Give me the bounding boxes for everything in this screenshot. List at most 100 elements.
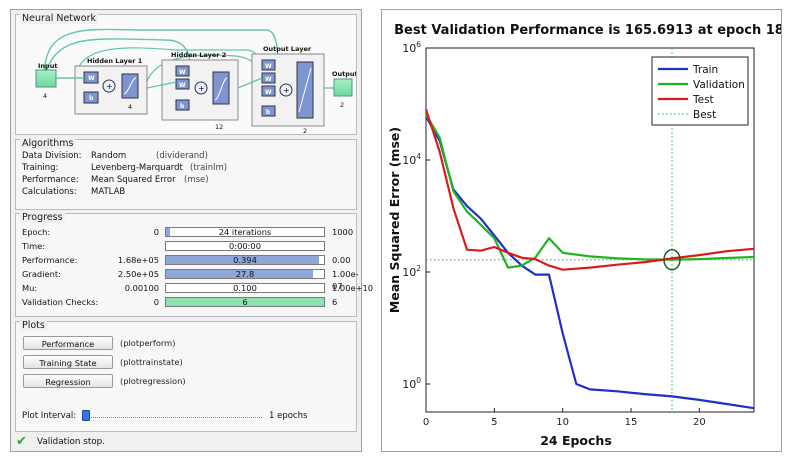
- input-node: [35, 69, 57, 88]
- activation-curve: [214, 77, 228, 101]
- progress-label: Mu:: [22, 283, 38, 293]
- skip-connection-2: [43, 38, 191, 79]
- progress-min: 0: [153, 227, 159, 237]
- sum-node: [279, 83, 293, 97]
- progress-bar: 0:00:00: [165, 241, 325, 251]
- bias-label: b: [180, 103, 185, 110]
- algorithm-value: Mean Squared Error: [91, 175, 176, 185]
- sum-node: [102, 79, 116, 93]
- performance-plot-window: Best Validation Performance is 165.6913 …: [381, 9, 782, 452]
- x-tick-label: 5: [491, 417, 497, 428]
- weight-block: [261, 59, 276, 71]
- progress-bar-text: 0.100: [233, 283, 257, 293]
- progress-bar-fill: [166, 298, 324, 306]
- best-marker: [663, 248, 681, 271]
- algorithm-label: Calculations:: [22, 187, 77, 197]
- progress-min: 0.00100: [124, 283, 159, 293]
- legend-best-label: Best: [693, 109, 716, 121]
- algorithm-function: (dividerand): [156, 151, 208, 161]
- progress-bar-text: 24 iterations: [218, 227, 272, 237]
- chart-title: Best Validation Performance is 165.6913 …: [394, 23, 781, 38]
- nntraintool-panel: Neural Network Input 4 Hidden Layer 1 W …: [10, 9, 373, 452]
- algorithm-label: Training:: [22, 163, 59, 173]
- bias-block: [83, 91, 99, 104]
- skip-connection-1: [43, 28, 279, 79]
- plot-interval-slider[interactable]: [82, 410, 262, 422]
- progress-max: 1.00e-07: [332, 269, 359, 291]
- weight-label: W: [88, 75, 95, 82]
- weight-label: W: [265, 63, 272, 70]
- progress-bar-text: 0.394: [233, 255, 257, 265]
- performance-plot-button[interactable]: Performance: [23, 336, 113, 350]
- check-icon: ✔: [16, 434, 27, 449]
- connection-line: [237, 77, 263, 89]
- algorithm-value: Levenberg-Marquardt: [91, 163, 183, 173]
- plots-title: Plots: [20, 320, 47, 331]
- progress-row: Gradient: 2.50e+05 27.8 1.00e-07: [16, 268, 359, 291]
- legend-train-label: Train: [692, 64, 718, 76]
- plot-interval-label: Plot Interval:: [22, 411, 77, 421]
- plot-function-name: (plotregression): [120, 376, 186, 386]
- progress-row: Time: 0:00:00: [16, 240, 356, 252]
- progress-bar: 6: [165, 297, 325, 307]
- slider-track: [82, 417, 262, 418]
- weight-block: [175, 65, 190, 77]
- y-tick-label: 106: [402, 40, 421, 55]
- bias-block: [261, 105, 276, 117]
- weight-label: W: [265, 89, 272, 96]
- plot-function-name: (plotperform): [120, 338, 176, 348]
- connection-line: [146, 81, 177, 89]
- bias-block: [175, 99, 190, 111]
- progress-bar-text: 0:00:00: [229, 241, 261, 251]
- progress-bar-fill: [166, 270, 313, 278]
- hidden-layer-1-size: 4: [128, 103, 132, 111]
- algorithm-value: MATLAB: [91, 187, 126, 197]
- algorithm-function: (mse): [184, 175, 209, 185]
- progress-max: 1000: [332, 227, 354, 237]
- sum-label: +: [106, 82, 113, 91]
- hidden-layer-2-size: 12: [215, 123, 223, 131]
- algorithm-function: (trainlm): [190, 163, 228, 173]
- y-tick-label: 102: [402, 264, 421, 279]
- plot-function-name: (plottrainstate): [120, 357, 183, 367]
- y-axis-label: Mean Squared Error (mse): [387, 127, 402, 313]
- progress-max: 6: [332, 297, 338, 307]
- output-size: 2: [340, 101, 344, 109]
- regression-plot-button[interactable]: Regression: [23, 374, 113, 388]
- plots-group: Plots Performance (plotperform) Training S…: [15, 321, 357, 432]
- y-tick-label: 100: [402, 376, 421, 391]
- progress-min: 2.50e+05: [117, 269, 159, 279]
- progress-max: 1.00e+10: [332, 283, 374, 293]
- progress-title: Progress: [20, 212, 65, 223]
- x-tick-label: 15: [625, 417, 638, 428]
- progress-min: 1.68e+05: [117, 255, 159, 265]
- progress-label: Gradient:: [22, 269, 61, 279]
- progress-label: Epoch:: [22, 227, 51, 237]
- progress-row: Validation Checks: 0 6 6: [16, 296, 356, 308]
- algorithm-label: Data Division:: [22, 151, 82, 161]
- progress-bar-text: 6: [242, 297, 248, 307]
- activation-curve: [298, 67, 312, 113]
- neural-network-group: Neural Network Input 4 Hidden Layer 1 W …: [15, 14, 357, 135]
- progress-max: 0.00: [332, 255, 351, 265]
- weight-block: [261, 85, 276, 97]
- input-size: 4: [43, 92, 47, 100]
- slider-thumb[interactable]: [82, 410, 90, 421]
- progress-bar-fill: [166, 256, 320, 264]
- performance-chart: Best Validation Performance is 165.6913 …: [387, 23, 781, 448]
- training-state-plot-button[interactable]: Training State: [23, 355, 113, 369]
- test-line: [424, 109, 755, 271]
- bias-label: b: [266, 109, 271, 116]
- activation-curve: [123, 77, 137, 95]
- progress-bar-fill: [166, 228, 170, 236]
- hidden-layer-1-title: Hidden Layer 1: [87, 57, 143, 65]
- output-layer-title: Output Layer: [263, 45, 312, 53]
- algorithm-value: Random: [91, 151, 127, 161]
- progress-label: Time:: [22, 241, 46, 251]
- progress-bar: 24 iterations: [165, 227, 325, 237]
- sum-label: +: [283, 86, 290, 95]
- algorithm-label: Performance:: [22, 175, 79, 185]
- progress-min: 0: [153, 297, 159, 307]
- network-diagram: Input 4 Hidden Layer 1 W b + 4 Hidden La…: [35, 28, 356, 134]
- output-layer-size: 2: [303, 127, 307, 134]
